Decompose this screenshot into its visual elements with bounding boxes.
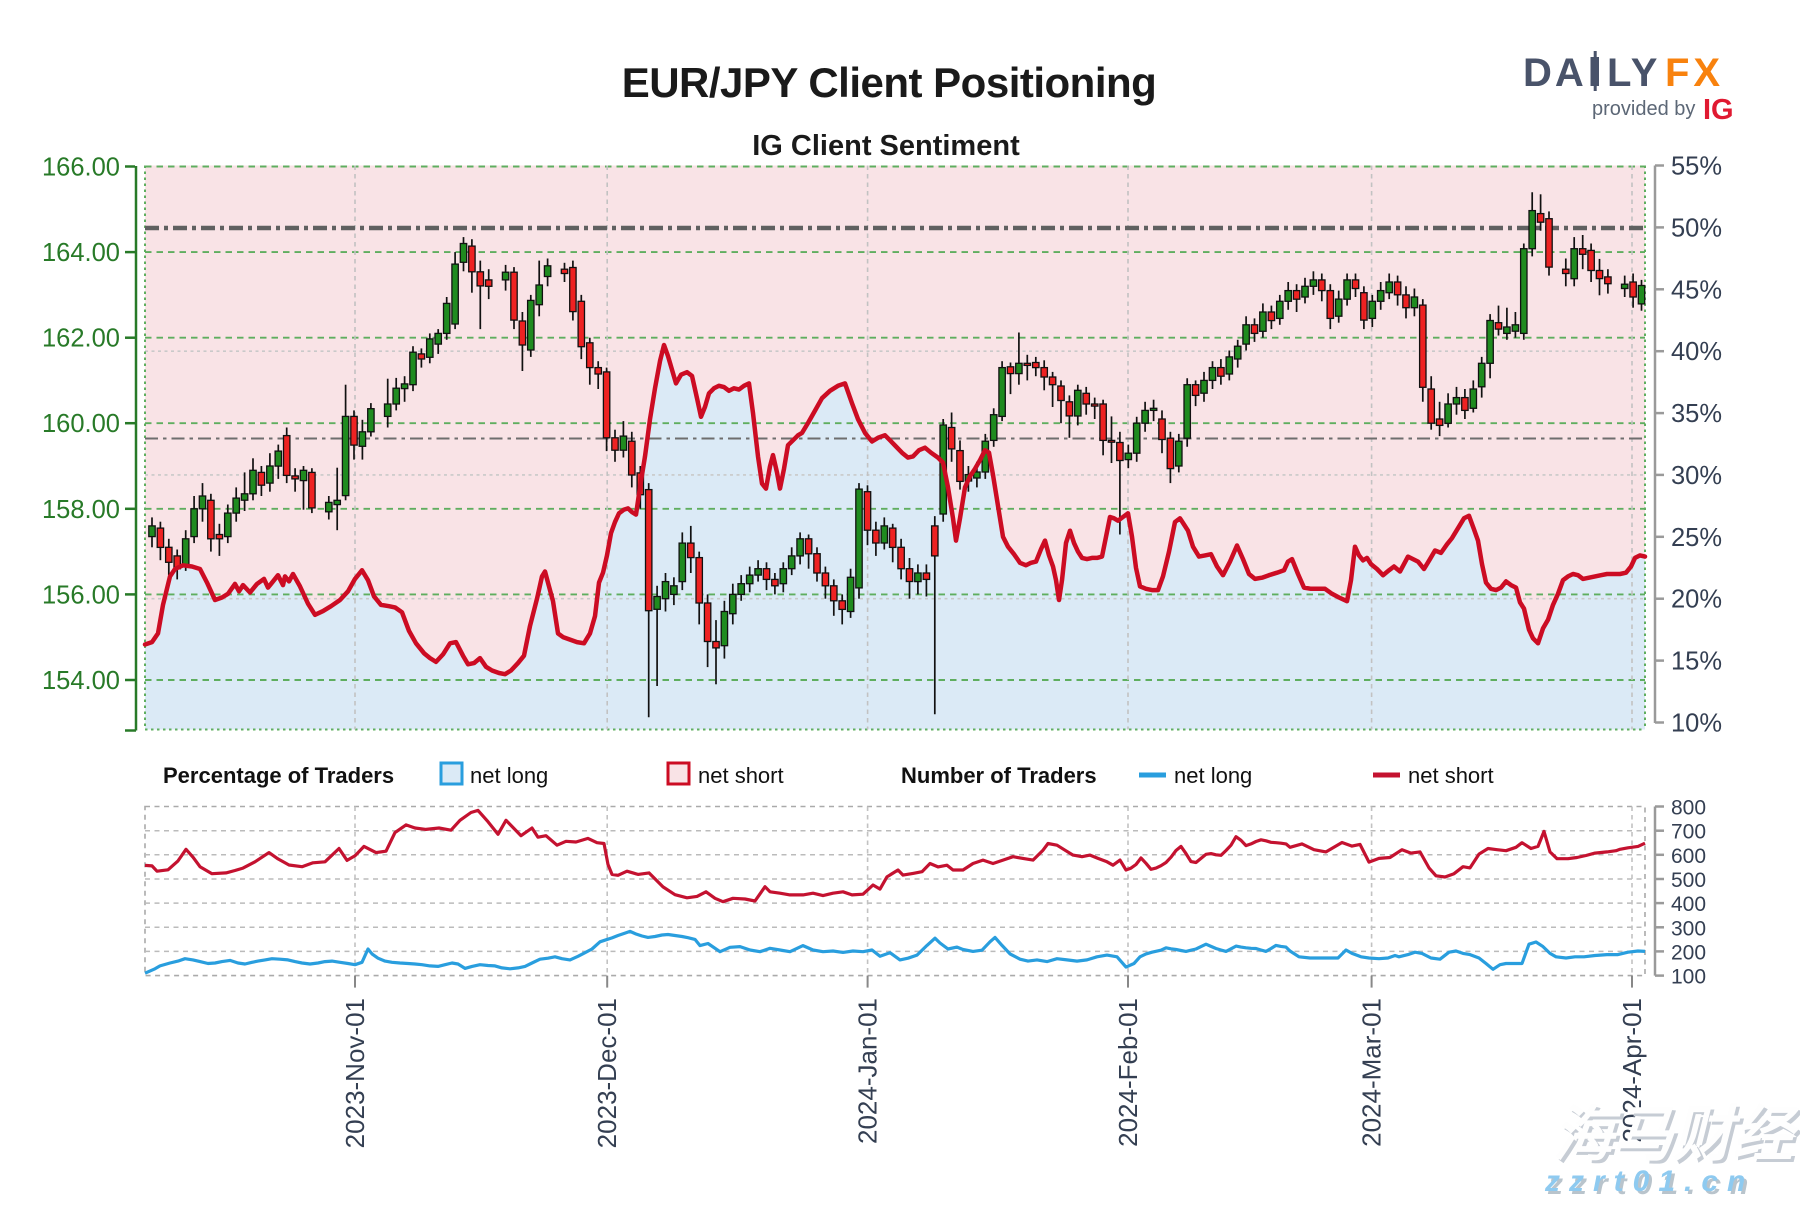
svg-text:2024-Feb-01: 2024-Feb-01 [1113, 998, 1143, 1147]
svg-text:LY: LY [1607, 51, 1660, 95]
svg-text:10%: 10% [1671, 710, 1722, 738]
svg-text:55%: 55% [1671, 153, 1722, 181]
svg-text:20%: 20% [1671, 586, 1722, 614]
svg-text:FX: FX [1665, 51, 1724, 95]
svg-text:35%: 35% [1671, 400, 1722, 428]
svg-text:2024-Jan-01: 2024-Jan-01 [853, 998, 883, 1144]
svg-text:海马财经: 海马财经 [1556, 1104, 1800, 1171]
svg-text:zzrt01.cn: zzrt01.cn [1544, 1165, 1754, 1198]
svg-text:2023-Nov-01: 2023-Nov-01 [340, 998, 370, 1148]
svg-text:200: 200 [1671, 941, 1706, 964]
svg-text:2024-Mar-01: 2024-Mar-01 [1357, 998, 1387, 1147]
svg-text:IG: IG [1703, 94, 1734, 126]
svg-text:162.00: 162.00 [42, 325, 120, 353]
svg-text:zzrt01.cn: zzrt01.cn [1547, 1168, 1757, 1200]
svg-text:400: 400 [1671, 893, 1706, 916]
svg-text:166.00: 166.00 [42, 154, 120, 182]
svg-text:45%: 45% [1671, 276, 1722, 304]
svg-text:net long: net long [1174, 763, 1252, 788]
svg-text:40%: 40% [1671, 338, 1722, 366]
svg-text:500: 500 [1671, 869, 1706, 892]
svg-text:30%: 30% [1671, 462, 1722, 490]
svg-text:provided by: provided by [1592, 98, 1695, 120]
svg-text:158.00: 158.00 [42, 496, 120, 524]
svg-text:164.00: 164.00 [42, 239, 120, 267]
svg-text:net short: net short [698, 763, 784, 788]
svg-text:15%: 15% [1671, 648, 1722, 676]
svg-text:海马财经: 海马财经 [1553, 1101, 1800, 1168]
svg-text:50%: 50% [1671, 214, 1722, 242]
svg-text:154.00: 154.00 [42, 667, 120, 695]
svg-text:net long: net long [470, 763, 548, 788]
svg-text:2024-Apr-01: 2024-Apr-01 [1617, 998, 1647, 1143]
svg-text:156.00: 156.00 [42, 581, 120, 609]
svg-text:600: 600 [1671, 845, 1706, 868]
svg-text:IG Client Sentiment: IG Client Sentiment [752, 130, 1020, 162]
svg-text:800: 800 [1671, 797, 1706, 820]
svg-text:net short: net short [1408, 763, 1494, 788]
svg-text:2023-Dec-01: 2023-Dec-01 [592, 998, 622, 1148]
svg-text:700: 700 [1671, 821, 1706, 844]
svg-text:Percentage of Traders: Percentage of Traders [163, 763, 394, 788]
svg-text:100: 100 [1671, 966, 1706, 989]
svg-text:300: 300 [1671, 917, 1706, 940]
svg-text:25%: 25% [1671, 524, 1722, 552]
svg-text:Number of Traders: Number of Traders [901, 763, 1097, 788]
svg-text:EUR/JPY Client Positioning: EUR/JPY Client Positioning [622, 59, 1157, 106]
svg-text:160.00: 160.00 [42, 410, 120, 438]
svg-text:DA: DA [1523, 51, 1587, 95]
